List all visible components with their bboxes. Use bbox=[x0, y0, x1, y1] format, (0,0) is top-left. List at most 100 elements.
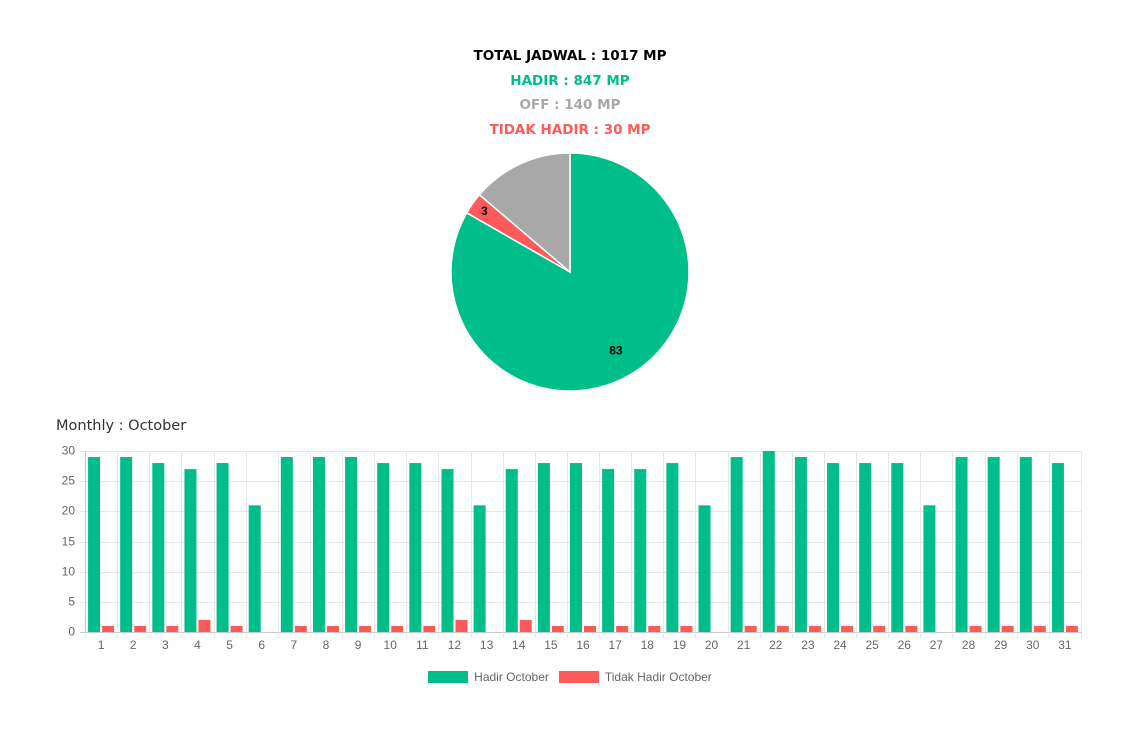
x-tick-label: 26 bbox=[898, 638, 912, 652]
legend-label-hadir: Hadir October bbox=[474, 670, 549, 684]
x-tick-label: 1 bbox=[98, 638, 105, 652]
bar-hadir-day-5[interactable] bbox=[216, 463, 229, 632]
bar-tidak-hadir-day-8[interactable] bbox=[326, 625, 339, 632]
bar-tidak-hadir-day-5[interactable] bbox=[230, 625, 243, 632]
hadir-label: HADIR : 847 MP bbox=[510, 72, 630, 89]
bar-tidak-hadir-day-28[interactable] bbox=[969, 625, 982, 632]
bar-tidak-hadir-day-11[interactable] bbox=[423, 625, 436, 632]
summary-panel: TOTAL JADWAL : 1017 MP HADIR : 847 MP OF… bbox=[0, 44, 1140, 142]
bar-hadir-day-4[interactable] bbox=[184, 469, 197, 632]
bar-tidak-hadir-day-21[interactable] bbox=[744, 625, 757, 632]
bar-hadir-day-3[interactable] bbox=[152, 463, 165, 632]
bar-hadir-day-29[interactable] bbox=[987, 457, 1000, 632]
bar-hadir-day-31[interactable] bbox=[1051, 463, 1064, 632]
y-tick-label: 15 bbox=[62, 535, 76, 549]
bar-chart-legend: Hadir October Tidak Hadir October bbox=[0, 670, 1140, 684]
x-tick-label: 28 bbox=[962, 638, 976, 652]
bar-tidak-hadir-day-9[interactable] bbox=[359, 625, 372, 632]
bar-tidak-hadir-day-12[interactable] bbox=[455, 619, 468, 632]
bar-hadir-day-11[interactable] bbox=[409, 463, 422, 632]
bar-hadir-day-23[interactable] bbox=[794, 457, 807, 632]
off-label: OFF : 140 MP bbox=[519, 97, 621, 113]
bar-tidak-hadir-day-16[interactable] bbox=[584, 625, 596, 632]
y-tick-label: 30 bbox=[62, 444, 76, 458]
x-tick-label: 5 bbox=[226, 638, 233, 652]
x-tick-label: 9 bbox=[355, 638, 362, 652]
bar-hadir-day-18[interactable] bbox=[634, 469, 647, 632]
bar-tidak-hadir-day-29[interactable] bbox=[1001, 625, 1014, 632]
x-tick-label: 24 bbox=[833, 638, 847, 652]
x-tick-label: 2 bbox=[130, 638, 137, 652]
bar-tidak-hadir-day-23[interactable] bbox=[808, 625, 821, 632]
bar-hadir-day-1[interactable] bbox=[88, 457, 101, 632]
bar-hadir-day-16[interactable] bbox=[570, 463, 582, 632]
bar-hadir-day-25[interactable] bbox=[859, 463, 872, 632]
bar-tidak-hadir-day-17[interactable] bbox=[616, 625, 629, 632]
pie-label-hadir: 83 bbox=[609, 343, 623, 357]
bar-hadir-day-24[interactable] bbox=[827, 463, 840, 632]
x-tick-label: 3 bbox=[162, 638, 169, 652]
bar-tidak-hadir-day-2[interactable] bbox=[134, 625, 147, 632]
legend-item-hadir[interactable]: Hadir October bbox=[428, 670, 549, 684]
bar-tidak-hadir-day-10[interactable] bbox=[391, 625, 404, 632]
x-tick-label: 11 bbox=[416, 638, 429, 652]
bar-hadir-day-12[interactable] bbox=[441, 469, 454, 632]
x-tick-label: 30 bbox=[1026, 638, 1040, 652]
attendance-pie-chart: 83 3 bbox=[450, 152, 690, 392]
y-tick-label: 20 bbox=[62, 504, 76, 518]
bar-tidak-hadir-day-1[interactable] bbox=[102, 625, 115, 632]
bar-hadir-day-13[interactable] bbox=[473, 505, 486, 632]
bar-hadir-day-30[interactable] bbox=[1019, 457, 1032, 632]
x-tick-label: 18 bbox=[641, 638, 655, 652]
bar-tidak-hadir-day-19[interactable] bbox=[680, 625, 693, 632]
bar-tidak-hadir-day-26[interactable] bbox=[905, 625, 918, 632]
bar-hadir-day-9[interactable] bbox=[345, 457, 358, 632]
y-tick-label: 0 bbox=[68, 625, 75, 639]
x-tick-label: 12 bbox=[448, 638, 462, 652]
bar-tidak-hadir-day-25[interactable] bbox=[873, 625, 886, 632]
bar-hadir-day-22[interactable] bbox=[762, 451, 775, 632]
bar-hadir-day-17[interactable] bbox=[602, 469, 615, 632]
bar-tidak-hadir-day-18[interactable] bbox=[648, 625, 661, 632]
bar-hadir-day-7[interactable] bbox=[280, 457, 293, 632]
x-tick-label: 7 bbox=[290, 638, 297, 652]
x-tick-label: 27 bbox=[930, 638, 944, 652]
x-tick-label: 23 bbox=[801, 638, 815, 652]
x-tick-label: 20 bbox=[705, 638, 719, 652]
x-tick-label: 16 bbox=[576, 638, 590, 652]
bar-tidak-hadir-day-3[interactable] bbox=[166, 625, 179, 632]
bar-hadir-day-8[interactable] bbox=[312, 457, 325, 632]
x-tick-label: 10 bbox=[384, 638, 398, 652]
bar-tidak-hadir-day-7[interactable] bbox=[294, 625, 307, 632]
bar-hadir-day-15[interactable] bbox=[537, 463, 550, 632]
bar-hadir-day-6[interactable] bbox=[248, 505, 261, 632]
x-tick-label: 6 bbox=[258, 638, 265, 652]
bar-tidak-hadir-day-22[interactable] bbox=[776, 625, 789, 632]
bar-tidak-hadir-day-15[interactable] bbox=[551, 625, 564, 632]
legend-label-tidak-hadir: Tidak Hadir October bbox=[604, 670, 712, 684]
bar-tidak-hadir-day-14[interactable] bbox=[519, 619, 532, 632]
bar-hadir-day-10[interactable] bbox=[377, 463, 390, 632]
bar-hadir-day-27[interactable] bbox=[923, 505, 936, 632]
x-tick-label: 31 bbox=[1058, 638, 1072, 652]
pie-slice-off[interactable] bbox=[478, 152, 571, 274]
legend-item-tidak-hadir[interactable]: Tidak Hadir October bbox=[558, 670, 712, 684]
bar-tidak-hadir-day-30[interactable] bbox=[1033, 625, 1046, 632]
bar-hadir-day-28[interactable] bbox=[955, 457, 968, 632]
bar-tidak-hadir-day-4[interactable] bbox=[198, 619, 211, 632]
y-tick-label: 5 bbox=[68, 595, 75, 609]
bar-hadir-day-2[interactable] bbox=[120, 457, 133, 632]
pie-label-tidak-hadir: 3 bbox=[481, 204, 488, 218]
bar-hadir-day-19[interactable] bbox=[666, 463, 679, 632]
bar-hadir-day-26[interactable] bbox=[891, 463, 904, 632]
x-tick-label: 17 bbox=[608, 638, 622, 652]
bar-tidak-hadir-day-24[interactable] bbox=[841, 625, 854, 632]
x-tick-label: 25 bbox=[865, 638, 879, 652]
bar-tidak-hadir-day-31[interactable] bbox=[1065, 625, 1078, 632]
pie-slice-hadir[interactable] bbox=[450, 152, 690, 392]
bar-hadir-day-14[interactable] bbox=[505, 469, 518, 632]
total-jadwal-label: TOTAL JADWAL : 1017 MP bbox=[473, 48, 667, 64]
x-tick-label: 29 bbox=[994, 638, 1008, 652]
bar-hadir-day-20[interactable] bbox=[698, 505, 711, 632]
bar-hadir-day-21[interactable] bbox=[730, 457, 743, 632]
